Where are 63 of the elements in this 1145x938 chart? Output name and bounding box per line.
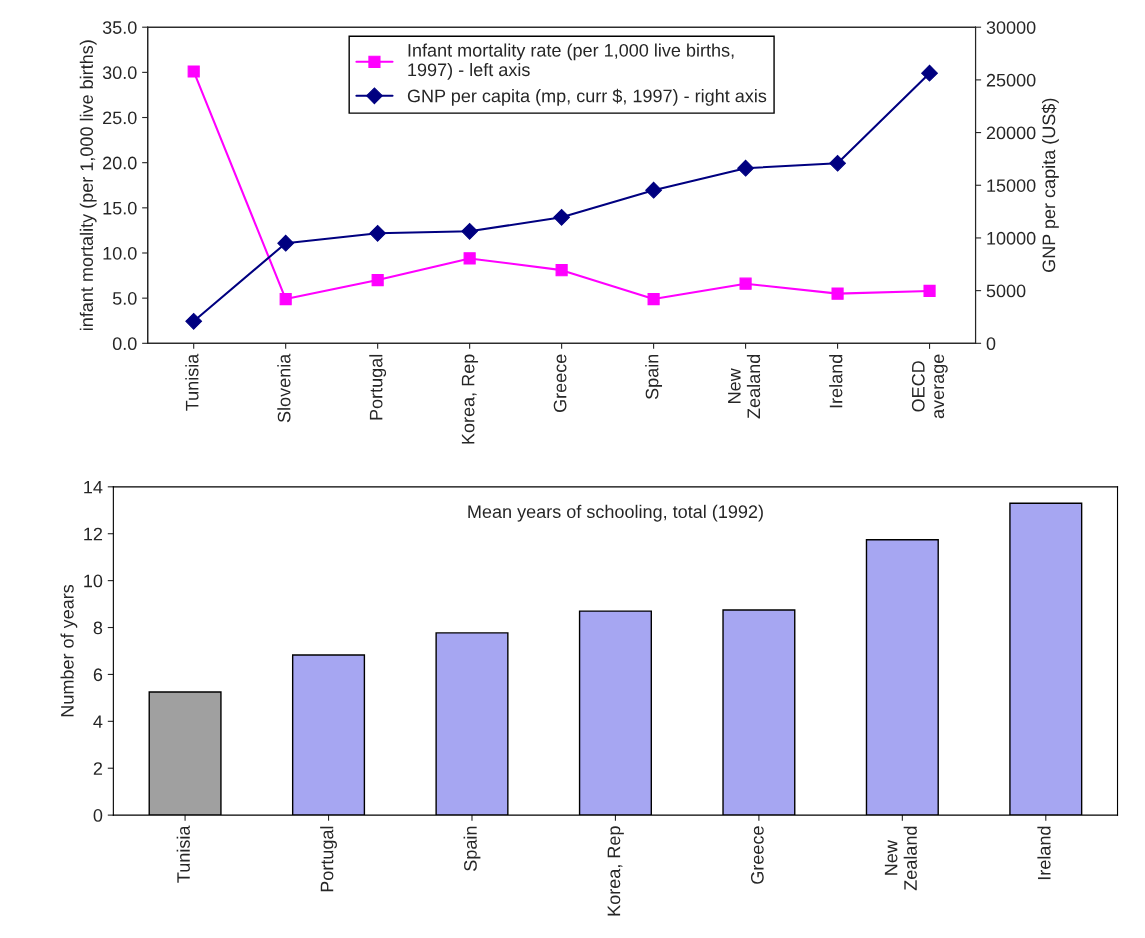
- point: [553, 208, 570, 226]
- point: [369, 224, 387, 242]
- y-tick-label: 14: [84, 480, 103, 494]
- y-tick-label: 10: [84, 574, 103, 588]
- point: [371, 274, 384, 287]
- y-tick-label: 6: [93, 668, 103, 682]
- legend-label: GNP per capita (mp, curr $, 1997) - right axis: [407, 88, 767, 106]
- y-tick-label: 0: [93, 809, 103, 822]
- legend-label: Infant mortality rate (per 1,000 live births, 1997) - left axis: [408, 43, 734, 80]
- y-tick-label: 25.0: [103, 111, 137, 125]
- x-tick-label: Korea, Rep: [461, 354, 479, 444]
- y-tick-label: 20.0: [103, 156, 137, 170]
- point: [645, 181, 662, 199]
- x-tick-label: Portugal: [369, 354, 387, 420]
- y-tick-label: 0.0: [112, 337, 137, 351]
- x-tick-label: New Zealand: [728, 354, 761, 419]
- y-tick-label: 35.0: [102, 21, 137, 34]
- x-tick-label: Portugal: [320, 826, 337, 892]
- x-tick-label: New Zealand: [884, 826, 917, 891]
- x-tick-label: Slovenia: [277, 353, 291, 423]
- y-tick-label: 30.0: [102, 66, 137, 80]
- y-axis-title: Number of years: [60, 584, 78, 717]
- point: [739, 277, 752, 290]
- y-axis-title: infant mortality (per 1,000 live births): [79, 40, 97, 331]
- x-tick-label: Ireland: [829, 354, 843, 408]
- y-tick-label: 8: [93, 621, 103, 635]
- y2-tick-label: 20000: [986, 126, 1036, 140]
- point: [277, 234, 295, 252]
- y2-tick-label: 0: [986, 337, 996, 351]
- y-tick-label: 4: [93, 715, 103, 728]
- x-tick-label: Tunisia: [185, 353, 199, 411]
- point: [279, 292, 292, 306]
- x-tick-label: Spain: [463, 826, 481, 871]
- x-tick-label: OECD average: [911, 354, 948, 419]
- y-tick-label: 15.0: [103, 201, 137, 215]
- point: [829, 154, 846, 172]
- x-tick-label: Ireland: [1037, 826, 1051, 880]
- point: [555, 264, 568, 277]
- y2-tick-label: 25000: [986, 73, 1036, 87]
- point: [463, 252, 476, 265]
- point: [185, 312, 203, 330]
- point: [647, 292, 660, 306]
- point: [923, 284, 936, 297]
- y-tick-label: 12: [84, 527, 103, 541]
- x-tick-label: Korea, Rep: [607, 826, 624, 916]
- y2-tick-label: 30000: [986, 21, 1036, 34]
- x-tick-label: Greece: [553, 354, 567, 413]
- point: [831, 287, 844, 300]
- point: [461, 222, 479, 240]
- text: Mean years of schooling, total (1992): [468, 504, 763, 522]
- y2-tick-label: 5000: [986, 284, 1026, 298]
- point: [921, 64, 938, 82]
- x-tick-label: Spain: [645, 354, 663, 400]
- x-tick-label: Tunisia: [176, 825, 190, 883]
- point: [737, 159, 754, 177]
- y2-tick-label: 15000: [987, 179, 1036, 192]
- y-tick-label: 5.0: [112, 292, 137, 305]
- y-tick-label: 2: [93, 762, 103, 775]
- point: [187, 65, 200, 78]
- y2-axis-title: GNP per capita (US$): [1041, 98, 1059, 272]
- y2-tick-label: 10000: [987, 231, 1036, 245]
- x-tick-label: Greece: [750, 826, 764, 884]
- y-tick-label: 10.0: [103, 246, 137, 260]
